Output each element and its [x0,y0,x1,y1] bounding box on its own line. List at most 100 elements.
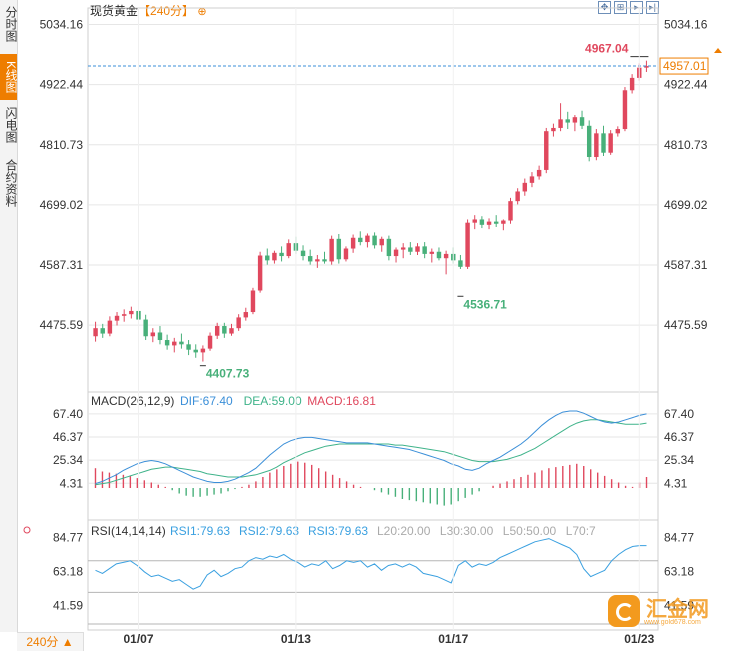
macd-tick-left: 4.31 [60,476,84,490]
candle-body [486,221,492,225]
settings-icon [23,526,31,534]
candle-body [622,90,628,130]
candle-body [608,133,613,153]
candle-body [415,246,420,252]
candle-body [222,326,227,334]
candle-body [157,332,163,341]
tab-timeshare[interactable]: 分时图 [4,6,18,42]
candle-body [522,182,528,192]
candle-body [207,335,213,349]
candle-body [121,314,127,316]
candle-body [594,133,599,158]
candle-body [150,332,156,337]
price-tick-right: 4475.59 [664,318,708,332]
macd-tick-right: 4.31 [664,476,688,490]
candle-body [179,341,184,345]
candle-body [164,340,170,346]
candle-body [365,235,370,243]
rsi-title: RSI(14,14,14) [91,524,166,538]
candle-body [265,255,270,261]
candle-body [443,253,449,259]
macd-tick-left: 67.40 [53,407,83,421]
candle-body [172,341,177,346]
dea-line [95,419,647,486]
macd-tick-left: 46.37 [53,430,83,444]
candle-body [100,328,105,334]
dif-line [95,410,647,485]
candle-body [279,252,284,257]
price-tick-left: 4810.73 [40,138,84,152]
candle-body [493,221,499,224]
candle-body [343,248,349,260]
candle-body [286,243,291,257]
candle-body [243,312,249,318]
candle-body [336,238,342,260]
candle-body [93,328,98,337]
candle-body [644,66,649,68]
price-tick-left: 4922.44 [40,78,84,92]
sidebar: 分时图 K线图 闪电图 合约资料 [0,0,18,632]
rsi-legend-item: L50:50.00 [503,524,557,538]
candle-body [386,238,392,257]
candle-body [372,235,377,246]
macd-legend-item: DEA:59.00 [244,394,302,408]
tab-lightning[interactable]: 闪电图 [4,107,18,143]
tab-contract-info[interactable]: 合约资料 [4,159,18,207]
candle-body [436,251,442,259]
candle-body [508,201,513,221]
candle-body [629,77,635,91]
x-tick-label: 01/17 [438,632,468,646]
candle-body [536,169,542,177]
candle-body [229,328,234,334]
candle-body [350,237,356,249]
rsi-legend-item: RSI2:79.63 [239,524,299,538]
price-tick-right: 5034.16 [664,18,708,32]
macd-tick-left: 25.34 [53,453,83,467]
rsi-legend-item: RSI1:79.63 [170,524,230,538]
candle-body [315,259,320,262]
rsi-legend-item: L30:30.00 [440,524,494,538]
x-tick-label: 01/13 [281,632,311,646]
candle-body [465,222,470,267]
candle-body [408,247,413,252]
candle-body [250,290,256,313]
macd-tick-right: 25.34 [664,453,694,467]
current-price-tag [659,57,709,75]
macd-legend-item: DIF:67.40 [180,394,233,408]
chart-frame [87,7,659,631]
current-price-label: 4957.01 [663,59,707,73]
candle-body [422,246,427,254]
rsi-legend-item: RSI3:79.63 [308,524,368,538]
tab-kline[interactable]: K线图 [0,54,18,100]
gear-icon[interactable]: ⊕ [197,6,207,18]
candle-body [107,320,113,334]
rsi-legend-item: L20:20.00 [377,524,431,538]
candle-body [143,319,148,337]
candle-body [501,220,506,224]
candle-body [322,259,327,262]
period-selector[interactable]: 240分 ▲ [17,632,84,651]
candle-body [193,349,198,353]
candle-body [214,326,220,336]
candle-body [565,119,570,123]
candle-body [379,238,384,246]
candle-body [529,176,535,183]
candle-body [458,260,463,267]
low-label: 4407.73 [206,367,250,381]
price-tick-right: 4587.31 [664,258,708,272]
candle-body [200,348,206,353]
candle-body [615,129,621,134]
x-tick-label: 01/07 [123,632,153,646]
candle-body [515,191,520,202]
price-tick-left: 5034.16 [40,18,84,32]
macd-legend-item: MACD:16.81 [307,394,376,408]
price-tick-left: 4699.02 [40,198,84,212]
macd-title: MACD(26,12,9) [91,394,174,408]
candle-body [300,250,306,257]
price-tick-right: 4699.02 [664,198,708,212]
logo-text: 汇金网 [646,598,709,621]
candle-body [307,256,313,262]
candle-body [393,249,399,257]
rsi-tick-right: 63.18 [664,565,694,579]
candle-body [479,219,485,225]
